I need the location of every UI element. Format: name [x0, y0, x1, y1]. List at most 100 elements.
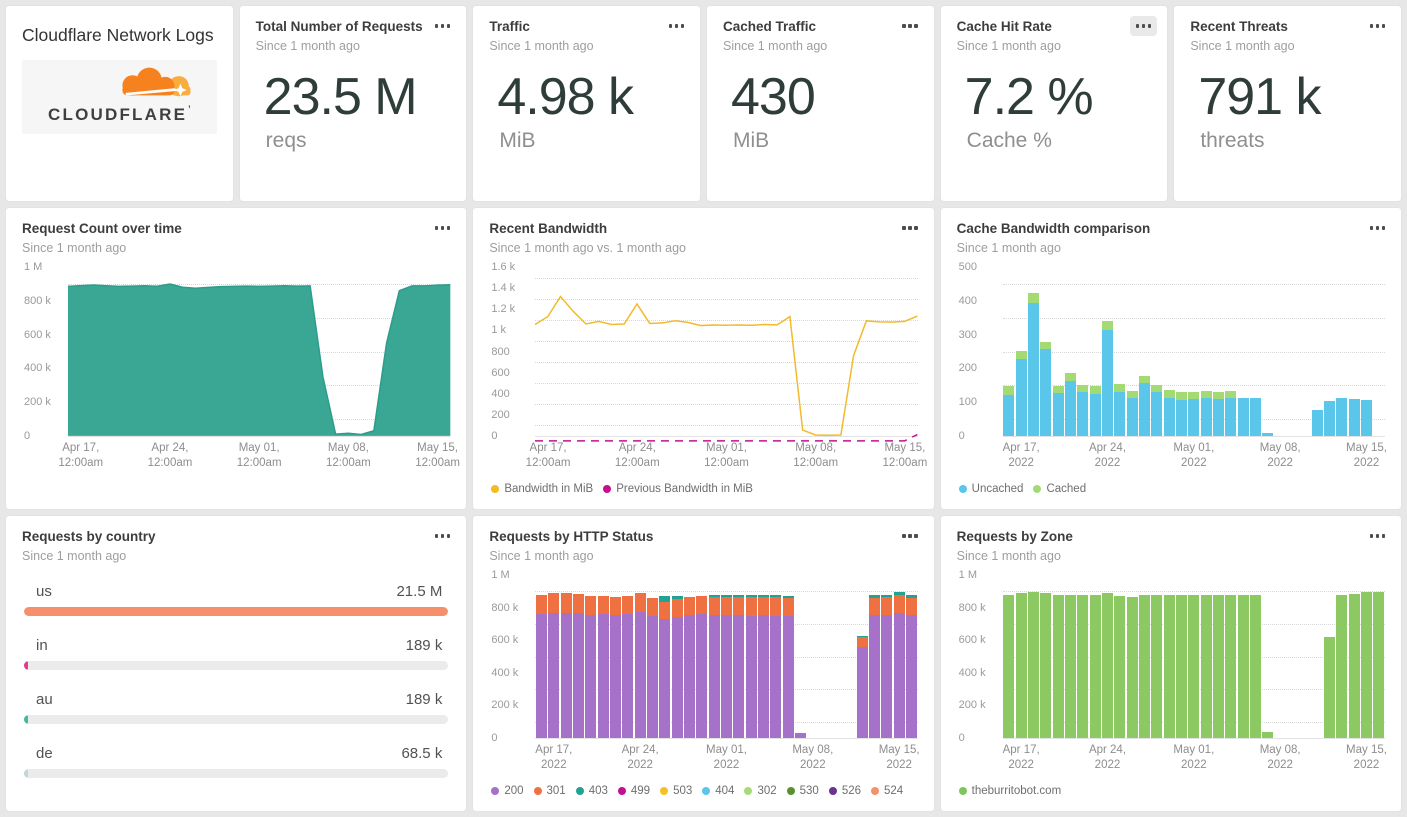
legend-item-499[interactable]: 499: [617, 785, 650, 797]
panel-menu-icon[interactable]: [1364, 218, 1392, 238]
bar-apr-29[interactable]: [1163, 575, 1175, 738]
legend-item-403[interactable]: 403: [575, 785, 608, 797]
bar-apr-25[interactable]: [1114, 575, 1126, 738]
bar-apr-30[interactable]: [1176, 267, 1187, 436]
legend-item-524[interactable]: 524: [871, 785, 903, 797]
legend-item-404[interactable]: 404: [702, 785, 734, 797]
panel-menu-icon[interactable]: [896, 218, 924, 238]
bar-apr-27[interactable]: [1139, 267, 1150, 436]
bar-may-11[interactable]: [1311, 267, 1323, 436]
bar-may-13[interactable]: [869, 575, 880, 738]
bar-may-04[interactable]: [758, 575, 769, 738]
legend-item-301[interactable]: 301: [533, 785, 566, 797]
legend-item-200[interactable]: 200: [491, 785, 524, 797]
bar-may-14[interactable]: [1348, 267, 1360, 436]
legend-item-bandwidth-in-mib[interactable]: Bandwidth in MiB: [491, 483, 593, 495]
bar-may-03[interactable]: [1213, 267, 1224, 436]
bar-may-12[interactable]: [1324, 267, 1335, 436]
bar-may-16[interactable]: [906, 575, 917, 738]
panel-menu-icon[interactable]: [896, 16, 924, 36]
bar-may-05[interactable]: [770, 575, 782, 738]
bar-apr-26[interactable]: [1126, 267, 1138, 436]
bar-may-02[interactable]: [1200, 267, 1212, 436]
bar-may-04[interactable]: [1225, 267, 1237, 436]
legend-item-cached[interactable]: Cached: [1033, 483, 1086, 495]
bar-apr-20[interactable]: [1052, 267, 1064, 436]
bar-apr-20[interactable]: [1052, 575, 1064, 738]
bar-may-03[interactable]: [745, 575, 757, 738]
legend-item-530[interactable]: 530: [786, 785, 819, 797]
bar-apr-30[interactable]: [1176, 575, 1187, 738]
bar-apr-22[interactable]: [1077, 575, 1089, 738]
bar-apr-17[interactable]: [548, 575, 560, 738]
bar-apr-23[interactable]: [622, 575, 634, 738]
panel-menu-icon[interactable]: [1129, 16, 1158, 36]
bar-apr-28[interactable]: [684, 575, 695, 738]
bar-apr-16[interactable]: [1003, 267, 1015, 436]
legend-item-526[interactable]: 526: [828, 785, 861, 797]
panel-menu-icon[interactable]: [429, 16, 457, 36]
bar-apr-21[interactable]: [597, 575, 609, 738]
bar-may-03[interactable]: [1213, 575, 1224, 738]
bar-apr-17[interactable]: [1015, 267, 1027, 436]
bar-may-14[interactable]: [881, 575, 893, 738]
bar-apr-22[interactable]: [1077, 267, 1089, 436]
bar-apr-26[interactable]: [659, 575, 671, 738]
bar-apr-24[interactable]: [1102, 575, 1113, 738]
bar-may-05[interactable]: [1237, 575, 1249, 738]
panel-menu-icon[interactable]: [1364, 16, 1392, 36]
bar-apr-22[interactable]: [610, 575, 621, 738]
bar-apr-27[interactable]: [1139, 575, 1150, 738]
panel-menu-icon[interactable]: [896, 526, 924, 546]
bar-apr-29[interactable]: [1163, 267, 1175, 436]
bar-may-12[interactable]: [1324, 575, 1335, 738]
bar-may-15[interactable]: [1361, 575, 1372, 738]
bar-may-13[interactable]: [1336, 575, 1348, 738]
legend-item-503[interactable]: 503: [660, 785, 692, 797]
panel-menu-icon[interactable]: [1364, 526, 1392, 546]
bar-apr-20[interactable]: [585, 575, 597, 738]
bar-apr-24[interactable]: [1102, 267, 1113, 436]
legend-item-theburritobot.com[interactable]: theburritobot.com: [958, 785, 1061, 797]
legend-item-302[interactable]: 302: [744, 785, 777, 797]
request_count-plot-area[interactable]: [68, 267, 450, 437]
bar-apr-16[interactable]: [536, 575, 547, 738]
bar-apr-18[interactable]: [560, 575, 572, 738]
bar-may-15[interactable]: [1361, 267, 1372, 436]
bar-may-06[interactable]: [1250, 575, 1261, 738]
bar-apr-21[interactable]: [1065, 575, 1076, 738]
by_zone-plot-area[interactable]: [1002, 575, 1385, 739]
bar-apr-18[interactable]: [1028, 267, 1039, 436]
bar-may-04[interactable]: [1225, 575, 1237, 738]
bar-apr-27[interactable]: [671, 575, 683, 738]
bar-may-07[interactable]: [1262, 267, 1274, 436]
bar-apr-19[interactable]: [1040, 575, 1052, 738]
bar-apr-28[interactable]: [1151, 267, 1163, 436]
bar-apr-19[interactable]: [1040, 267, 1052, 436]
bar-apr-23[interactable]: [1089, 575, 1101, 738]
recent_bandwidth-plot-area[interactable]: [535, 267, 917, 436]
panel-menu-icon[interactable]: [429, 218, 457, 238]
bar-may-12[interactable]: [856, 575, 868, 738]
bar-apr-21[interactable]: [1065, 267, 1076, 436]
bar-apr-25[interactable]: [647, 575, 658, 738]
bar-apr-23[interactable]: [1089, 267, 1101, 436]
bar-apr-30[interactable]: [708, 575, 720, 738]
bar-may-01[interactable]: [1188, 575, 1200, 738]
legend-item-previous-bandwidth-in-mib[interactable]: Previous Bandwidth in MiB: [603, 483, 753, 495]
bar-may-07[interactable]: [1262, 575, 1274, 738]
bar-may-01[interactable]: [721, 575, 732, 738]
bar-may-01[interactable]: [1188, 267, 1200, 436]
bar-may-02[interactable]: [1200, 575, 1212, 738]
bar-apr-17[interactable]: [1015, 575, 1027, 738]
bar-may-16[interactable]: [1373, 575, 1385, 738]
bar-apr-26[interactable]: [1126, 575, 1138, 738]
bar-may-02[interactable]: [733, 575, 745, 738]
bar-apr-19[interactable]: [573, 575, 584, 738]
legend-item-uncached[interactable]: Uncached: [958, 483, 1023, 495]
bar-may-07[interactable]: [795, 575, 806, 738]
panel-menu-icon[interactable]: [429, 526, 457, 546]
bar-may-13[interactable]: [1336, 267, 1348, 436]
bar-may-14[interactable]: [1348, 575, 1360, 738]
bar-apr-29[interactable]: [696, 575, 708, 738]
